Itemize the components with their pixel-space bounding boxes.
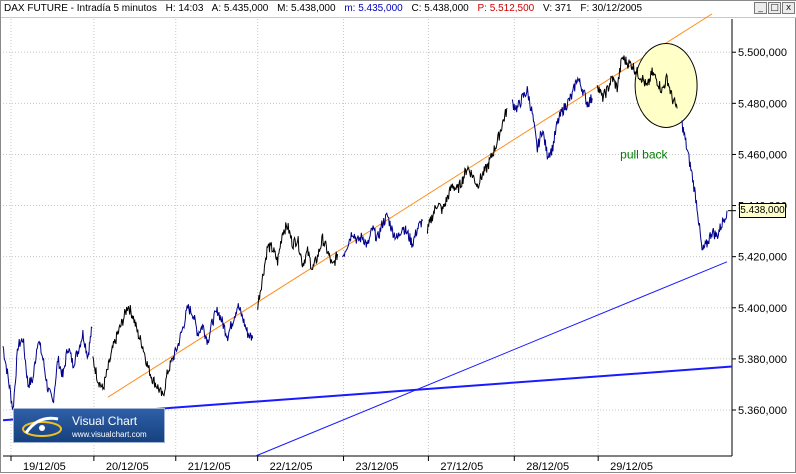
pullback-annotation: pull back (620, 147, 668, 161)
logo-url: www.visualchart.com (72, 430, 147, 439)
x-tick-label: 23/12/05 (356, 461, 399, 473)
window-controls: _ □ x (754, 2, 795, 14)
visual-chart-logo: Visual Chart www.visualchart.com (13, 408, 165, 443)
volume-value: V: 371 (543, 3, 572, 14)
price-series-segment (511, 76, 593, 160)
x-tick-label: 27/12/05 (440, 461, 483, 473)
trend-line-orange (107, 13, 713, 398)
x-tick-label: 20/12/05 (106, 461, 149, 473)
last-price-label: 5.438,000 (739, 202, 786, 218)
price-series-segment (342, 212, 423, 258)
y-tick-label: 5.500,000 (738, 47, 787, 59)
price-series-segment (257, 222, 338, 310)
quote-header: DAX FUTURE - Intradía 5 minutos H: 14:03… (4, 3, 648, 14)
x-tick-label: 28/12/05 (526, 461, 569, 473)
plot-area (3, 19, 732, 456)
price-series-segment (426, 108, 508, 234)
x-tick-label: 29/12/05 (610, 461, 653, 473)
close-button[interactable]: x (782, 2, 795, 14)
price-series-segment (2, 326, 93, 411)
x-tick-label: 22/12/05 (270, 461, 313, 473)
instrument-label: DAX FUTURE - Intradía 5 minutos (4, 3, 157, 14)
pullback-highlight (634, 42, 698, 128)
date-value: F: 30/12/2005 (580, 3, 643, 14)
price-series-segment (92, 304, 174, 397)
min-value: m: 5.435,000 (344, 3, 403, 14)
title-bar: DAX FUTURE - Intradía 5 minutos H: 14:03… (1, 1, 796, 18)
hour-value: H: 14:03 (165, 3, 204, 14)
price-series-segment (172, 303, 254, 362)
minimize-button[interactable]: _ (754, 2, 767, 14)
maximize-button[interactable]: □ (768, 2, 781, 14)
max-value: M: 5.438,000 (277, 3, 336, 14)
x-tick-label: 21/12/05 (188, 461, 231, 473)
y-tick-label: 5.380,000 (738, 354, 787, 366)
price-series-segment (596, 55, 678, 109)
price-series-segment (681, 120, 728, 251)
open-value: A: 5.435,000 (211, 3, 269, 14)
y-tick-label: 5.420,000 (738, 252, 787, 264)
trend-line-blue-short (255, 261, 728, 457)
x-tick-label: 19/12/05 (23, 461, 66, 473)
y-tick-label: 5.480,000 (738, 98, 787, 110)
logo-title: Visual Chart (72, 414, 138, 428)
close-value: C: 5.438,000 (411, 3, 469, 14)
pivot-value: P: 5.512,500 (477, 3, 535, 14)
y-tick-label: 5.460,000 (738, 149, 787, 161)
logo-swoosh-icon (22, 416, 62, 437)
y-tick-label: 5.360,000 (738, 405, 787, 417)
y-tick-label: 5.400,000 (738, 303, 787, 315)
